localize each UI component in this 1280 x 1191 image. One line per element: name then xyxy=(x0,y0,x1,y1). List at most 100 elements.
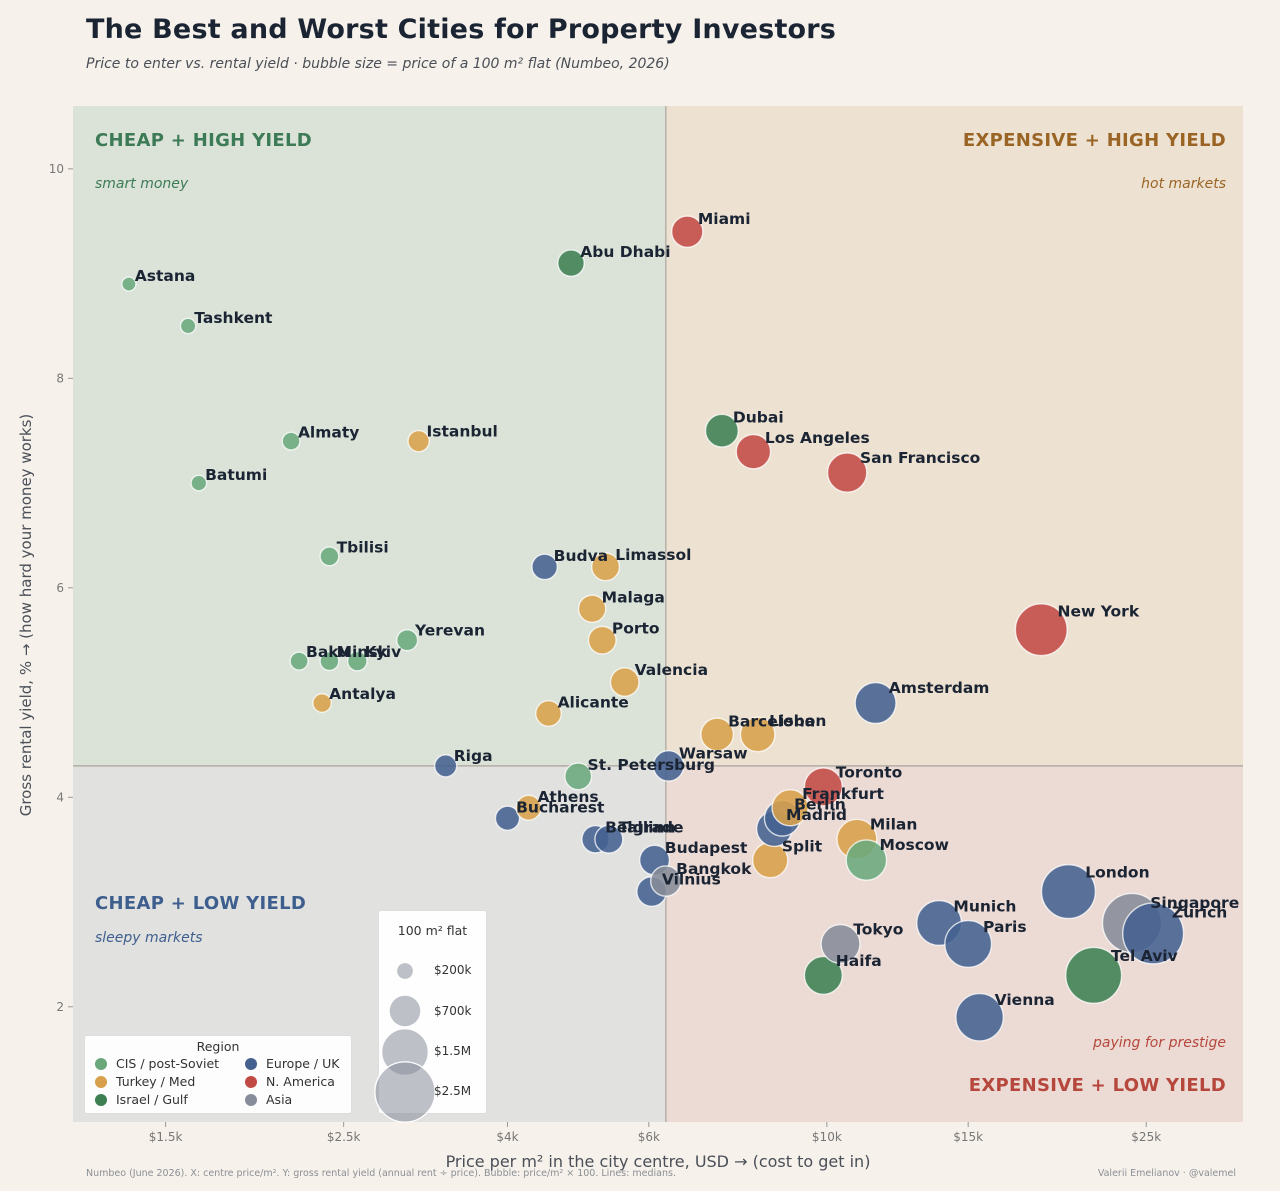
bubble-vienna xyxy=(955,992,1005,1042)
city-label: Tashkent xyxy=(194,309,273,327)
bubble-paris xyxy=(944,919,993,968)
city-label: Moscow xyxy=(879,836,948,854)
quadrant-subtitle-bottom-right: paying for prestige xyxy=(1093,1035,1226,1051)
bubble-frankfurt xyxy=(771,788,809,827)
city-label: Milan xyxy=(870,815,918,833)
bubble-minsk xyxy=(319,651,340,672)
y-tick-label: 4 xyxy=(56,790,64,804)
city-label: Abu Dhabi xyxy=(580,243,670,261)
bubble-zurich xyxy=(1122,902,1185,965)
city-label: Dubai xyxy=(733,409,784,427)
city-label: Belgrade xyxy=(605,819,683,837)
city-label: Toronto xyxy=(836,763,903,781)
quadrant-title-top-left: CHEAP + HIGH YIELD xyxy=(95,130,313,151)
source-note: Numbeo (June 2026). X: centre price/m². … xyxy=(86,1168,676,1179)
city-label: Miami xyxy=(698,210,751,228)
bubble-tallinn xyxy=(594,824,624,854)
legend-swatch xyxy=(95,1093,107,1106)
bubble-toronto xyxy=(803,767,844,807)
city-label: Istanbul xyxy=(426,422,497,440)
legend-item-israel-gulf: Israel / Gulf xyxy=(95,1092,245,1107)
city-label: Split xyxy=(782,837,823,855)
bubble-san-francisco xyxy=(826,452,868,493)
x-tick-label: $4k xyxy=(496,1130,518,1144)
city-label: Batumi xyxy=(205,466,267,484)
bubble-riga xyxy=(433,754,458,778)
city-label: Warsaw xyxy=(679,745,748,763)
chart-title: The Best and Worst Cities for Property I… xyxy=(86,14,837,45)
region-legend: Region CIS / post-Soviet Europe / UK Tur… xyxy=(84,1035,352,1114)
bubble-dubai xyxy=(704,413,739,448)
city-label: Astana xyxy=(135,267,196,285)
bubble-bucharest xyxy=(494,805,521,831)
size-legend-bubbles xyxy=(374,961,436,1123)
bubble-amsterdam xyxy=(854,681,897,725)
bubble-alicante xyxy=(535,700,563,727)
city-label: St. Petersburg xyxy=(588,756,715,774)
x-tick-label: $15k xyxy=(953,1130,983,1144)
x-tick-label: $10k xyxy=(812,1130,842,1144)
legend-item-turkey-med: Turkey / Med xyxy=(95,1074,245,1089)
city-label: Zurich xyxy=(1172,904,1227,922)
quadrant-subtitle-top-right: hot markets xyxy=(1141,176,1226,192)
bubble-porto xyxy=(587,625,617,655)
city-label: Amsterdam xyxy=(889,679,990,697)
bubble-haifa xyxy=(803,955,844,996)
bubble-astana xyxy=(121,276,137,292)
bubble-st-petersburg xyxy=(564,762,593,791)
city-label: Singapore xyxy=(1150,894,1239,912)
legend-swatch xyxy=(245,1075,257,1088)
city-label: Los Angeles xyxy=(765,429,870,447)
city-label: Vienna xyxy=(995,991,1055,1009)
bubble-new-york xyxy=(1014,603,1068,657)
legend-swatch xyxy=(95,1075,107,1088)
quadrant-bg-top-left xyxy=(73,106,666,766)
city-label: Bangkok xyxy=(676,860,752,878)
bubble-tokyo xyxy=(820,923,861,965)
bubble-yerevan xyxy=(396,629,419,652)
city-label: Antalya xyxy=(329,685,396,703)
bubble-moscow xyxy=(845,839,888,882)
legend-label: N. America xyxy=(266,1074,335,1089)
city-label: Alicante xyxy=(558,693,629,711)
city-label: Munich xyxy=(953,898,1016,916)
size-legend-title: 100 m² flat xyxy=(397,923,468,938)
bubble-abu-dhabi xyxy=(557,249,585,278)
bubble-los-angeles xyxy=(735,433,772,470)
size-legend-label: $1.5M xyxy=(434,1044,472,1058)
city-label: Budva xyxy=(554,547,609,565)
bubble-istanbul xyxy=(407,429,430,453)
quadrant-title-bottom-left: CHEAP + LOW YIELD xyxy=(95,893,307,914)
bubble-barcelona xyxy=(700,717,735,752)
legend-label: CIS / post-Soviet xyxy=(116,1056,220,1071)
city-label: Vilnius xyxy=(662,870,721,888)
legend-label: Turkey / Med xyxy=(116,1074,196,1089)
city-label: Kyiv xyxy=(365,643,402,661)
city-label: Malaga xyxy=(602,588,665,606)
quadrant-subtitle-bottom-left: sleepy markets xyxy=(95,930,203,946)
bubble-bangkok xyxy=(649,865,682,897)
legend-label: Europe / UK xyxy=(266,1056,340,1071)
size-legend: 100 m² flat $200k $700k $1.5M $2.5M xyxy=(374,910,487,1123)
city-label: Tokyo xyxy=(853,920,903,938)
x-tick-label: $25k xyxy=(1131,1130,1161,1144)
bubble-warsaw xyxy=(652,749,685,782)
city-label: Tallinn xyxy=(619,819,676,837)
bubble-tbilisi xyxy=(319,546,340,567)
city-label: Athens xyxy=(537,788,598,806)
city-label: Tbilisi xyxy=(337,538,389,556)
city-label: Madrid xyxy=(786,806,847,824)
city-label: Tel Aviv xyxy=(1111,947,1178,965)
city-label: Limassol xyxy=(615,546,691,564)
size-legend-label: $2.5M xyxy=(434,1084,472,1098)
bubble-batumi xyxy=(190,474,208,492)
city-label: San Francisco xyxy=(860,449,980,467)
x-tick-label: $1.5k xyxy=(149,1130,183,1144)
city-label: Frankfurt xyxy=(802,785,884,803)
legend-item-n-america: N. America xyxy=(245,1074,355,1089)
bubble-miami xyxy=(670,215,704,248)
bubble-baku xyxy=(289,651,309,671)
quadrant-title-bottom-right: EXPENSIVE + LOW YIELD xyxy=(968,1075,1226,1096)
city-label: Haifa xyxy=(836,952,882,970)
bubble-antalya xyxy=(312,693,333,713)
